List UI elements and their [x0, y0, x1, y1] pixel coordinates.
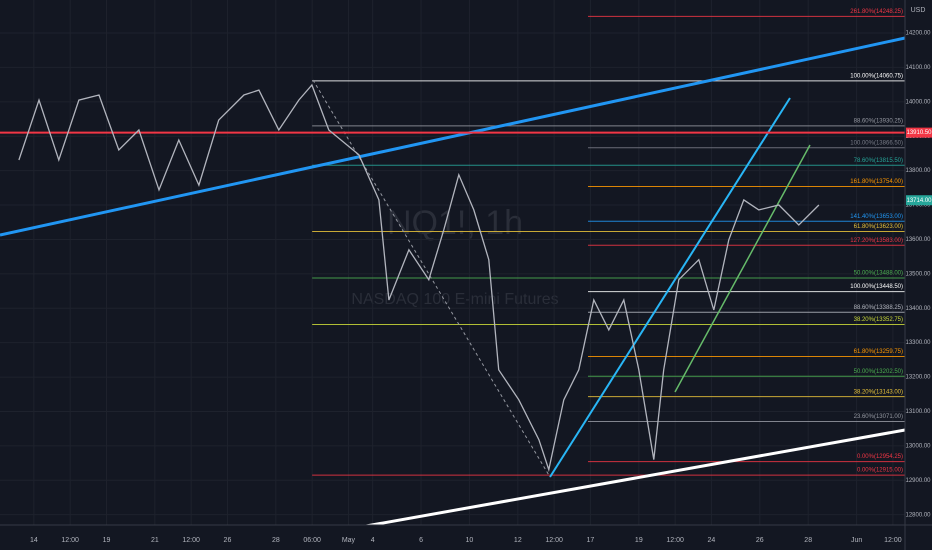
y-tick-label: 13700.00 [905, 203, 931, 209]
x-tick-label: 26 [224, 537, 232, 544]
fib-label: 100.00%(14060.75) [850, 74, 903, 80]
fib-label: 0.00%(12954.25) [857, 454, 903, 460]
y-tick-label: 13600.00 [905, 237, 931, 243]
x-tick-label: 17 [587, 537, 595, 544]
channel-line [674, 144, 811, 393]
fib-label: 100.00%(13866.50) [850, 140, 903, 146]
fib-label: 261.80%(14248.25) [850, 9, 903, 15]
fib-label: 100.00%(13448.50) [850, 284, 903, 290]
x-tick-label: 12:00 [666, 537, 684, 544]
trend-line [354, 428, 906, 530]
x-tick-label: 4 [371, 537, 375, 544]
fib-levels: 261.80%(14248.25) 100.00%(14060.75) 88.60%… [312, 9, 905, 476]
y-tick-label: 12900.00 [905, 478, 931, 484]
x-tick-label: May [342, 537, 356, 544]
x-tick-label: 21 [151, 537, 159, 544]
fib-label: 0.00%(12915.00) [857, 468, 903, 474]
x-tick-label: 14 [30, 537, 38, 544]
price-tag-label: 13714.00 [906, 198, 932, 204]
y-tick-label: 13500.00 [905, 271, 931, 277]
trend-line [0, 36, 906, 237]
fib-label: 50.00%(13202.50) [854, 369, 903, 375]
x-tick-label: 19 [103, 537, 111, 544]
x-tick-label: 12:00 [884, 537, 902, 544]
y-tick-label: 12800.00 [905, 512, 931, 518]
grid [0, 0, 905, 525]
price-tag-label: 13910.50 [906, 130, 932, 136]
watermark: NQ1!, 1h [387, 204, 523, 242]
time-axis [0, 525, 905, 550]
y-tick-label: 13400.00 [905, 306, 931, 312]
x-tick-label: Jun [851, 537, 862, 544]
fib-connector [312, 79, 551, 478]
y-tick-label: 13800.00 [905, 168, 931, 174]
price-axis [905, 0, 932, 550]
currency: USD [911, 7, 926, 14]
axes: 12800.00 12900.00 13000.00 13100.00 13200.00… [30, 31, 932, 544]
y-tick-label: 13000.00 [905, 443, 931, 449]
x-tick-label: 12:00 [61, 537, 79, 544]
x-tick-label: 12:00 [182, 537, 200, 544]
x-tick-label: 26 [756, 537, 764, 544]
y-tick-label: 14200.00 [905, 31, 931, 37]
y-tick-label: 14100.00 [905, 65, 931, 71]
x-tick-label: 19 [635, 537, 643, 544]
fib-label: 38.20%(13352.75) [854, 317, 903, 323]
fib-label: 50.00%(13488.00) [854, 271, 903, 277]
fib-label: 141.40%(13653.00) [850, 214, 903, 220]
y-tick-label: 14000.00 [905, 99, 931, 105]
plot [0, 83, 905, 473]
x-tick-label: 24 [708, 537, 716, 544]
watermark-sub: NASDAQ 100 E-mini Futures [351, 291, 558, 308]
price-tag [906, 195, 932, 206]
channel-line [549, 97, 791, 478]
fib-label: 23.60%(13071.00) [854, 414, 903, 420]
fib-label: 161.80%(13754.00) [850, 179, 903, 185]
fib-label: 88.60%(13930.25) [854, 118, 903, 124]
fib-label: 61.80%(13623.00) [854, 224, 903, 230]
x-tick-label: 28 [804, 537, 812, 544]
x-tick-label: 06:00 [303, 537, 321, 544]
price-tag [906, 127, 932, 138]
y-tick-label: 13100.00 [905, 409, 931, 415]
x-tick-label: 6 [419, 537, 423, 544]
x-tick-label: 12 [514, 537, 522, 544]
fib-label: 61.80%(13259.75) [854, 349, 903, 355]
fib-label: 38.20%(13143.00) [854, 389, 903, 395]
fib-label: 127.20%(13583.00) [850, 238, 903, 244]
x-tick-label: 12:00 [545, 537, 563, 544]
y-tick-label: 13200.00 [905, 375, 931, 381]
fib-label: 78.60%(13815.50) [854, 158, 903, 164]
x-tick-label: 28 [272, 537, 280, 544]
fib-label: 88.60%(13388.25) [854, 305, 903, 311]
y-tick-label: 13300.00 [905, 340, 931, 346]
price-line-series [18, 83, 820, 473]
x-tick-label: 10 [466, 537, 474, 544]
